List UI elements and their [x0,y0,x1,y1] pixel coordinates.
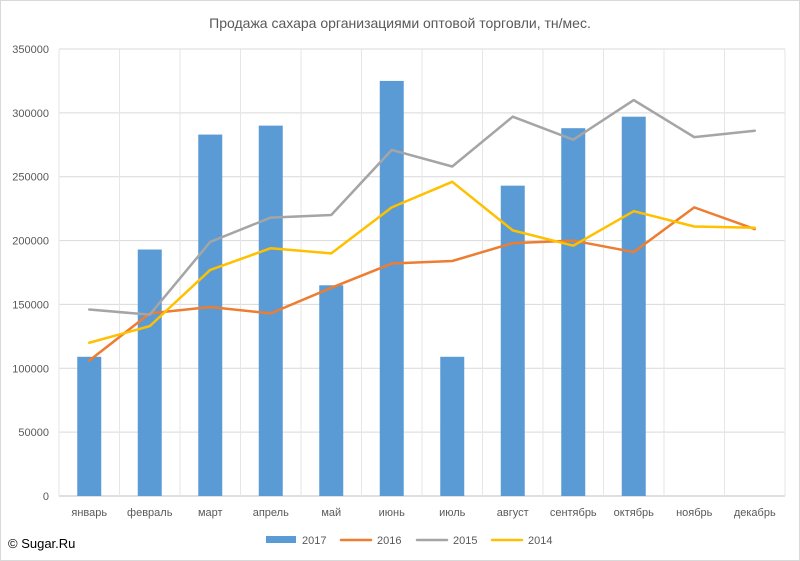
line-series-2015 [88,98,756,316]
x-tick-label: январь [71,507,107,519]
bar-2017-март [198,134,223,496]
x-tick-label: декабрь [734,507,776,519]
x-tick-label: февраль [127,507,173,519]
x-tick-label: октябрь [614,507,654,519]
bar-2017-май [319,285,344,496]
line-series-2014 [88,180,756,344]
bar-2017-октябрь [621,116,646,496]
x-tick-label: март [198,507,223,519]
x-tick-label: май [321,507,341,519]
legend-swatch-2017 [266,536,296,543]
x-tick-label: сентябрь [550,507,597,519]
y-tick-label: 50000 [18,427,49,439]
bar-2017-август [500,185,525,496]
legend-label-2017: 2017 [302,535,326,547]
bar-2017-сентябрь [561,128,586,496]
y-tick-label: 0 [43,491,49,503]
x-tick-label: июль [439,507,466,519]
bar-2017-январь [77,356,102,496]
legend-label-2016: 2016 [377,535,401,547]
chart-title: Продажа сахара организациями оптовой тор… [209,15,591,31]
y-tick-label: 200000 [12,236,49,248]
x-tick-label: ноябрь [676,507,713,519]
y-tick-label: 150000 [12,299,49,311]
legend-label-2015: 2015 [453,535,477,547]
line-series-2016 [88,206,756,362]
y-tick-label: 100000 [12,363,49,375]
bar-2017-июнь [379,80,404,496]
legend-label-2014: 2014 [528,535,552,547]
bar-2017-февраль [137,249,162,496]
x-tick-label: апрель [253,507,289,519]
x-tick-label: июнь [379,507,405,519]
y-tick-label: 300000 [12,108,49,120]
copyright-label: © Sugar.Ru [8,536,76,551]
y-tick-label: 350000 [12,44,49,56]
bar-2017-июль [440,356,465,496]
x-tick-label: август [497,507,529,519]
y-tick-label: 250000 [12,172,49,184]
